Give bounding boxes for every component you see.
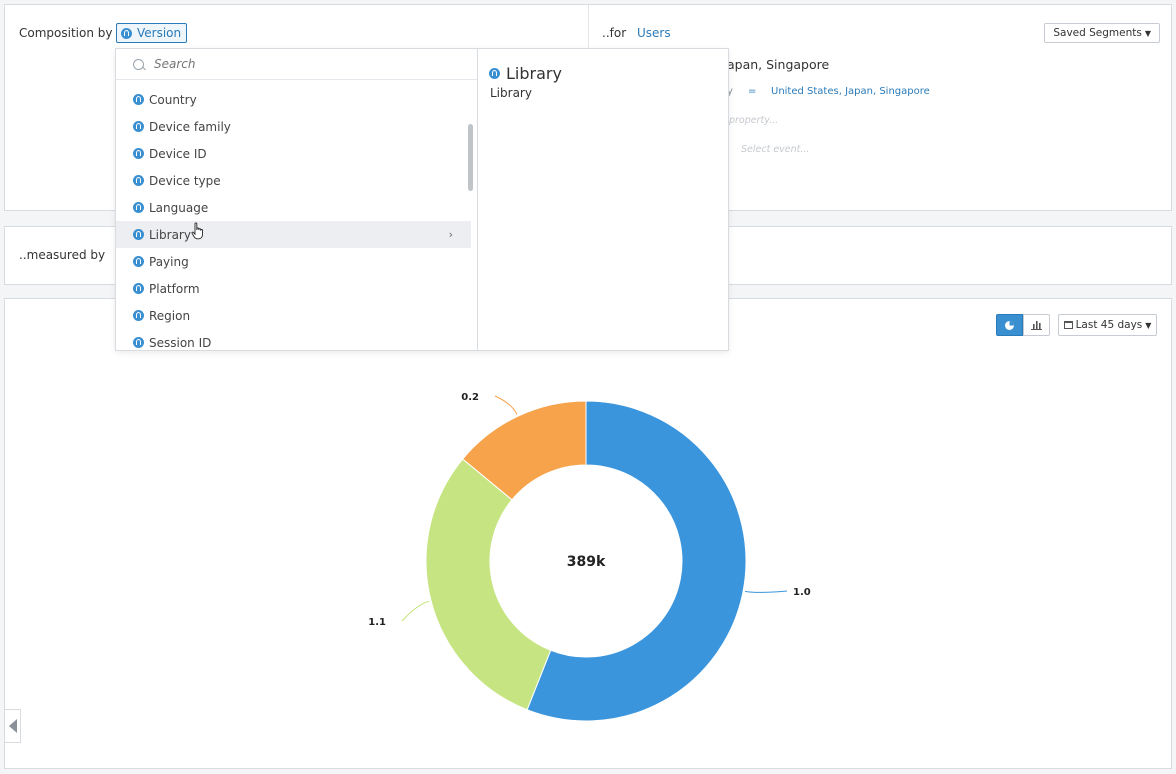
slice-leader-line — [401, 600, 430, 622]
segment-label: ..for — [602, 26, 627, 40]
property-list-item-label: Device family — [149, 119, 231, 134]
property-detail-title: Library — [489, 64, 562, 83]
property-detail-pane: Library Library — [478, 49, 728, 350]
property-list-item[interactable]: Device ID — [116, 140, 471, 167]
bar-chart-toggle[interactable] — [1023, 314, 1050, 336]
pie-slice[interactable] — [526, 400, 747, 722]
property-list-item-label: Device ID — [149, 146, 207, 161]
property-selector-label: Version — [137, 26, 182, 40]
search-input[interactable] — [152, 56, 436, 72]
collapse-sidebar-button[interactable] — [4, 709, 21, 743]
condition-property[interactable]: y — [727, 86, 733, 97]
user-property-icon — [133, 256, 144, 267]
date-range-label: Last 45 days — [1075, 319, 1143, 331]
user-property-icon — [133, 310, 144, 321]
pie-chart-icon — [1005, 320, 1014, 330]
slice-label: 1.1 — [368, 617, 386, 628]
user-property-icon — [133, 202, 144, 213]
pie-slice[interactable] — [425, 458, 552, 711]
slice-label: 0.2 — [461, 392, 479, 403]
user-property-icon — [133, 94, 144, 105]
property-list-item-label: Country — [149, 92, 197, 107]
add-property-placeholder[interactable]: property... — [729, 115, 779, 126]
user-property-icon — [133, 337, 144, 348]
slice-leader-line — [745, 590, 788, 593]
property-selector-button[interactable]: Version — [116, 23, 188, 43]
saved-segments-button[interactable]: Saved Segments ▼ — [1044, 23, 1160, 43]
chevron-down-icon: ▼ — [1144, 28, 1151, 38]
user-property-icon — [133, 148, 144, 159]
donut-center-total: 389k — [567, 554, 606, 570]
property-detail-title-text: Library — [506, 64, 562, 83]
property-list-item-label: Paying — [149, 254, 189, 269]
property-list-item-label: Region — [149, 308, 191, 323]
search-icon — [133, 58, 144, 70]
property-list: Country Device family Device ID Device type… — [116, 86, 471, 350]
select-event-placeholder[interactable]: Select event... — [741, 144, 810, 155]
user-property-icon — [133, 175, 144, 186]
user-property-icon — [121, 27, 132, 39]
property-list-item[interactable]: Session ID — [116, 329, 471, 350]
pie-slice[interactable] — [462, 400, 587, 501]
measured-by-label: ..measured by — [19, 248, 106, 262]
slice-label: 1.0 — [793, 587, 811, 598]
property-list-item[interactable]: Library › — [116, 221, 471, 248]
property-list-item[interactable]: Platform — [116, 275, 471, 302]
user-property-icon — [133, 229, 144, 240]
date-range-button[interactable]: Last 45 days ▼ — [1058, 314, 1157, 336]
condition-values[interactable]: United States, Japan, Singapore — [771, 86, 930, 97]
property-list-item[interactable]: Paying — [116, 248, 471, 275]
property-dropdown: Country Device family Device ID Device type… — [115, 48, 729, 351]
pie-chart-toggle[interactable] — [996, 314, 1023, 336]
composition-label: Composition by — [19, 26, 113, 40]
property-list-item[interactable]: Region — [116, 302, 471, 329]
property-list-item-label: Session ID — [149, 335, 212, 350]
hand-cursor-icon — [191, 222, 203, 240]
property-list-item-label: Device type — [149, 173, 221, 188]
user-property-icon — [133, 121, 144, 132]
slice-leader-line — [494, 395, 518, 415]
property-search[interactable] — [116, 49, 477, 80]
property-list-item[interactable]: Language — [116, 194, 471, 221]
saved-segments-label: Saved Segments — [1053, 27, 1142, 39]
segment-target-link[interactable]: Users — [637, 26, 671, 40]
calendar-icon — [1063, 321, 1073, 329]
user-property-icon — [133, 283, 144, 294]
condition-operator[interactable]: = — [748, 86, 757, 97]
property-list-item-label: Language — [149, 200, 209, 215]
property-list-item[interactable]: Device type — [116, 167, 471, 194]
property-list-item[interactable]: Country — [116, 86, 471, 113]
chevron-down-icon: ▼ — [1145, 320, 1152, 330]
property-list-item-label: Platform — [149, 281, 200, 296]
chevron-right-icon: › — [448, 228, 453, 241]
property-detail-subtitle: Library — [490, 86, 532, 100]
bar-chart-icon — [1031, 321, 1042, 330]
caret-left-icon — [8, 719, 17, 733]
user-property-icon — [489, 68, 500, 79]
segment-title: apan, Singapore — [727, 57, 830, 72]
property-list-item-label: Library — [149, 227, 191, 242]
property-list-item[interactable]: Device family — [116, 113, 471, 140]
scrollbar-thumb[interactable] — [468, 124, 473, 191]
property-list-pane: Country Device family Device ID Device type… — [116, 49, 478, 350]
